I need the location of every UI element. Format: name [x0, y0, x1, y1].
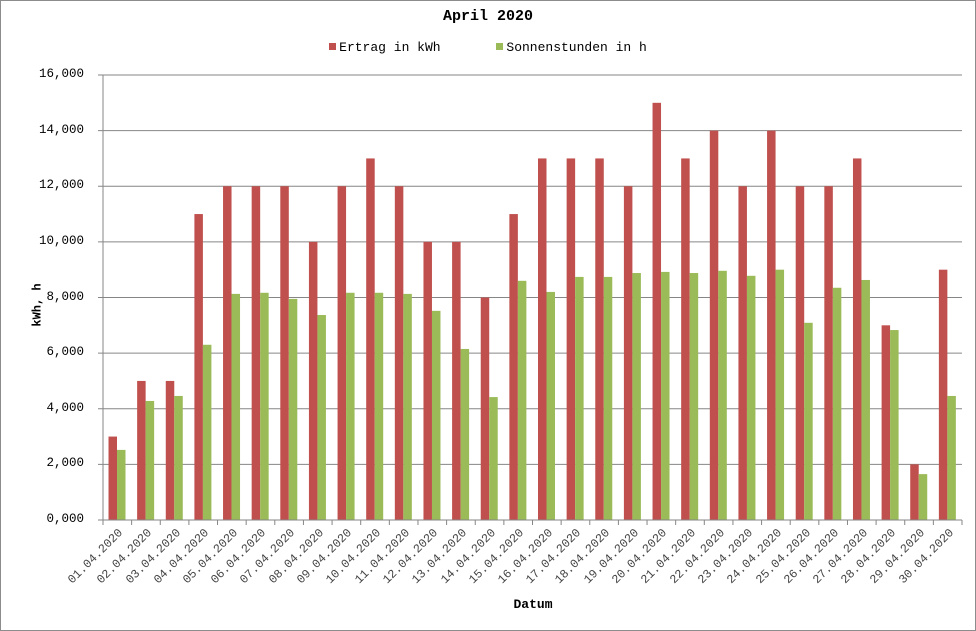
bar-ertrag — [824, 186, 833, 520]
bar-sonnenstunden — [117, 449, 126, 520]
bar-ertrag — [423, 241, 432, 520]
bar-ertrag — [681, 158, 690, 520]
bar-ertrag — [910, 464, 919, 520]
chart-title: April 2020 — [442, 8, 533, 25]
bar-ertrag — [280, 186, 289, 520]
bar-ertrag — [480, 297, 490, 520]
bar-sonnenstunden — [603, 276, 613, 520]
bar-sonnenstunden — [174, 395, 183, 520]
bar-ertrag — [767, 130, 776, 520]
bar-sonnenstunden — [632, 273, 641, 520]
bar-sonnenstunden — [145, 400, 155, 520]
bar-sonnenstunden — [718, 270, 727, 520]
bar-sonnenstunden — [317, 315, 326, 520]
y-tick-label: 0,000 — [46, 512, 84, 526]
y-tick-label: 6,000 — [46, 345, 84, 360]
bar-sonnenstunden — [890, 330, 899, 520]
bar-sonnenstunden — [661, 271, 670, 520]
bar-ertrag — [795, 186, 805, 520]
bar-sonnenstunden — [431, 310, 441, 520]
bar-ertrag — [108, 436, 117, 520]
bar-ertrag — [223, 186, 232, 520]
bar-ertrag — [194, 214, 203, 520]
y-tick-label: 4,000 — [46, 400, 84, 415]
legend-label-ertrag: Ertrag in kWh — [339, 40, 441, 55]
bar-sonnenstunden — [575, 276, 584, 520]
legend-swatch-sonnenstunden — [496, 43, 504, 50]
bar-ertrag — [595, 158, 604, 520]
bar-sonnenstunden — [546, 291, 555, 520]
bar-sonnenstunden — [374, 292, 384, 520]
bar-sonnenstunden — [260, 292, 269, 520]
bar-sonnenstunden — [918, 474, 928, 520]
legend-label-sonnenstunden: Sonnenstunden in h — [506, 40, 647, 55]
bar-sonnenstunden — [460, 348, 470, 520]
bar-sonnenstunden — [202, 344, 212, 520]
legend-item-ertrag: Ertrag in kWh — [329, 40, 441, 55]
bar-ertrag — [509, 214, 518, 520]
bar-sonnenstunden — [746, 275, 756, 520]
bar-sonnenstunden — [489, 397, 498, 520]
bar-ertrag — [394, 186, 404, 520]
bar-ertrag — [852, 158, 862, 520]
bar-sonnenstunden — [861, 279, 870, 520]
legend-swatch-ertrag — [329, 43, 337, 50]
y-tick-label: 12,000 — [38, 178, 84, 193]
bar-sonnenstunden — [231, 293, 241, 520]
bar-ertrag — [652, 102, 662, 520]
y-tick-label: 16,000 — [38, 67, 84, 81]
y-tick-label: 2,000 — [46, 456, 84, 471]
bar-ertrag — [165, 380, 175, 520]
bar-ertrag — [337, 186, 347, 520]
bar-ertrag — [709, 130, 719, 520]
bar-ertrag — [738, 186, 747, 520]
bar-sonnenstunden — [346, 292, 355, 520]
bar-sonnenstunden — [832, 287, 842, 520]
bar-ertrag — [137, 380, 146, 520]
bar-ertrag — [308, 241, 318, 520]
legend: Ertrag in kWh Sonnenstunden in h — [0, 40, 976, 55]
y-tick-label: 10,000 — [38, 233, 84, 248]
bar-ertrag — [452, 241, 461, 520]
x-axis-title: Datum — [513, 597, 553, 612]
bar-ertrag — [566, 158, 576, 520]
bar-sonnenstunden — [689, 273, 699, 520]
bar-ertrag — [251, 186, 261, 520]
bar-sonnenstunden — [947, 395, 956, 520]
bar-ertrag — [623, 186, 633, 520]
bar-ertrag — [538, 158, 547, 520]
y-tick-label: 8,000 — [46, 289, 84, 304]
bar-sonnenstunden — [804, 322, 813, 520]
bar-ertrag — [881, 325, 891, 520]
y-tick-label: 14,000 — [38, 122, 84, 137]
bar-sonnenstunden — [517, 280, 527, 520]
bar-ertrag — [938, 269, 948, 520]
bar-sonnenstunden — [775, 269, 785, 520]
bar-sonnenstunden — [288, 298, 298, 520]
bar-ertrag — [366, 158, 375, 520]
legend-item-sonnenstunden: Sonnenstunden in h — [496, 40, 647, 55]
bar-sonnenstunden — [403, 293, 412, 520]
